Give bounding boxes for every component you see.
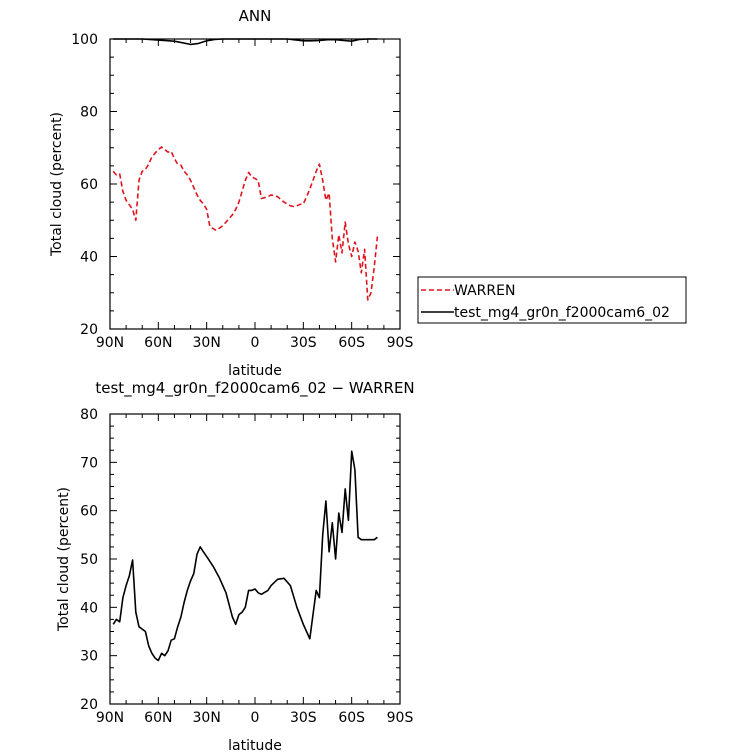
bottom-x-tick-label: 30S <box>290 710 317 726</box>
top-chart-title: ANN <box>239 7 272 25</box>
legend-box <box>417 276 687 324</box>
top-y-tick-label: 100 <box>71 32 98 48</box>
bottom-y-tick-label: 30 <box>80 649 98 665</box>
top-series-line-0 <box>112 146 379 301</box>
top-x-axis-label: latitude <box>228 363 282 379</box>
bottom-chart-title: test_mg4_gr0n_f2000cam6_02 − WARREN <box>95 379 414 398</box>
top-x-tick-label: 30S <box>290 335 317 351</box>
top-x-tick-label: 60S <box>338 335 365 351</box>
bottom-series-line-0 <box>112 450 378 662</box>
bottom-x-tick-label: 60N <box>144 710 172 726</box>
legend: WARREN test_mg4_gr0n_f2000cam6_02 <box>417 276 687 324</box>
bottom-x-tick-label: 60S <box>338 710 365 726</box>
top-x-tick-label: 90N <box>96 335 124 351</box>
top-x-tick-label: 0 <box>251 335 260 351</box>
bottom-y-tick-label: 50 <box>80 552 98 568</box>
bottom-panel: test_mg4_gr0n_f2000cam6_02 − WARREN 90N 6… <box>56 379 415 754</box>
top-y-axis-label: Total cloud (percent) <box>49 112 65 257</box>
bottom-plot-frame <box>109 413 401 705</box>
bottom-x-tick-label: 0 <box>251 710 260 726</box>
top-series-lines <box>112 38 379 301</box>
top-series-line-1 <box>113 38 378 46</box>
top-x-tick-label: 30N <box>193 335 221 351</box>
top-plot-frame <box>109 38 401 330</box>
bottom-x-tick-label: 30N <box>193 710 221 726</box>
bottom-y-tick-label: 40 <box>80 600 98 616</box>
top-y-tick-label: 80 <box>80 105 98 121</box>
top-y-tick-label: 60 <box>80 177 98 193</box>
bottom-y-tick-label: 80 <box>80 407 98 423</box>
bottom-series-lines <box>112 450 378 662</box>
top-panel: ANN 90N 60N 30N 0 30S 60S 90S 20 40 60 80 100 latit… <box>49 7 413 379</box>
top-x-tick-label: 60N <box>144 335 172 351</box>
top-y-tick-label: 20 <box>80 322 98 338</box>
legend-label-test: test_mg4_gr0n_f2000cam6_02 <box>454 305 670 321</box>
top-x-tick-label: 90S <box>387 335 414 351</box>
legend-label-warren: WARREN <box>454 283 515 299</box>
top-y-tick-label: 40 <box>80 250 98 266</box>
bottom-x-axis-label: latitude <box>228 738 282 754</box>
top-axes: 90N 60N 30N 0 30S 60S 90S 20 40 60 80 100 <box>71 32 413 351</box>
bottom-axes: 90N 60N 30N 0 30S 60S 90S 20 30 40 50 60 70 80 <box>80 407 413 726</box>
bottom-y-axis-label: Total cloud (percent) <box>56 487 72 632</box>
bottom-y-tick-label: 20 <box>80 697 98 713</box>
bottom-x-tick-label: 90N <box>96 710 124 726</box>
bottom-y-tick-label: 60 <box>80 504 98 520</box>
bottom-y-tick-label: 70 <box>80 455 98 471</box>
bottom-x-tick-label: 90S <box>387 710 414 726</box>
